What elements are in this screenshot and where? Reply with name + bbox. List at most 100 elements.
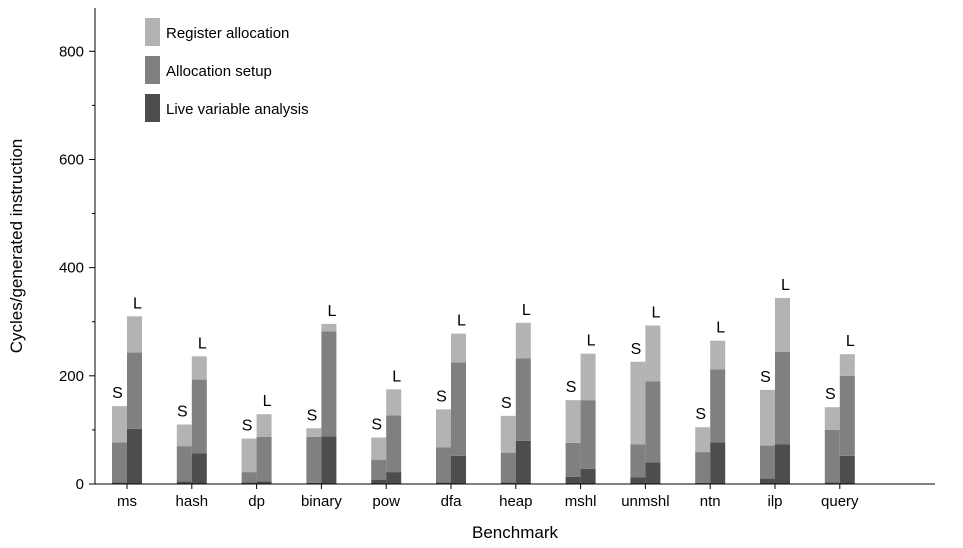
bar-ntn-L-register-allocation xyxy=(710,340,726,370)
bar-label-L: L xyxy=(716,320,725,337)
y-tick-label: 400 xyxy=(59,260,84,277)
bar-ilp-L-register-allocation xyxy=(775,297,790,353)
bar-unmshl-L-allocation-setup xyxy=(645,381,661,463)
bar-label-L: L xyxy=(392,368,401,385)
bar-query-L-allocation-setup xyxy=(839,375,855,456)
bar-pow-L-live-variable-analysis xyxy=(386,472,402,484)
bar-ms-S-allocation-setup xyxy=(112,442,127,483)
bar-pow-L-allocation-setup xyxy=(386,415,402,473)
bar-ms-S-register-allocation xyxy=(112,406,127,443)
bar-pow-S-allocation-setup xyxy=(371,459,387,480)
x-tick-label: ilp xyxy=(767,493,782,510)
bar-binary-S-allocation-setup xyxy=(306,436,322,483)
bar-mshl-S-register-allocation xyxy=(565,400,581,443)
bar-unmshl-S-register-allocation xyxy=(630,361,646,445)
bar-unmshl-S-allocation-setup xyxy=(630,444,646,478)
bar-dfa-S-allocation-setup xyxy=(436,447,451,483)
bar-unmshl-S-live-variable-analysis xyxy=(630,477,646,484)
y-ticks: 0 200 400 600 800 xyxy=(59,43,95,493)
bar-label-L: L xyxy=(651,305,660,322)
bar-ntn-S-allocation-setup xyxy=(695,452,711,483)
bar-hash-S-allocation-setup xyxy=(176,446,192,482)
bar-heap-S-allocation-setup xyxy=(500,452,516,483)
bar-heap-L-allocation-setup xyxy=(515,358,531,441)
x-tick-label: heap xyxy=(499,493,532,510)
bar-ntn-S-register-allocation xyxy=(695,427,711,453)
bar-query-L-register-allocation xyxy=(839,354,855,376)
bar-binary-S-register-allocation xyxy=(306,428,322,437)
bar-label-S: S xyxy=(436,388,447,405)
bar-unmshl-L-register-allocation xyxy=(645,325,661,382)
x-ticks: ms hash dp binary pow dfa heap mshl unmshl ntn ilp… xyxy=(117,484,859,510)
bar-mshl-S-live-variable-analysis xyxy=(565,476,581,484)
bar-hash-L-live-variable-analysis xyxy=(191,453,207,484)
x-tick-label: hash xyxy=(176,493,209,510)
bar-dfa-L-register-allocation xyxy=(451,333,466,363)
bar-ms-L-live-variable-analysis xyxy=(127,428,142,484)
bar-dp-L-live-variable-analysis xyxy=(256,481,272,484)
bar-heap-S-register-allocation xyxy=(500,415,516,453)
bar-binary-S-live-variable-analysis xyxy=(306,482,322,484)
y-tick-label: 600 xyxy=(59,151,84,168)
bar-dp-L-allocation-setup xyxy=(256,436,272,482)
legend-label: Live variable analysis xyxy=(166,101,309,118)
bar-binary-L-register-allocation xyxy=(321,323,337,332)
bar-label-S: S xyxy=(242,418,253,435)
x-tick-label: binary xyxy=(301,493,342,510)
bar-dp-L-register-allocation xyxy=(256,414,272,437)
x-tick-label: dfa xyxy=(441,493,463,510)
bar-dfa-S-live-variable-analysis xyxy=(436,482,451,484)
bar-ntn-L-allocation-setup xyxy=(710,369,726,443)
bar-mshl-L-live-variable-analysis xyxy=(580,468,596,484)
bar-ntn-L-live-variable-analysis xyxy=(710,442,726,484)
bar-dfa-L-allocation-setup xyxy=(451,362,466,456)
bar-label-S: S xyxy=(112,385,123,402)
axes xyxy=(94,8,935,485)
legend-label: Register allocation xyxy=(166,25,289,42)
bar-label-S: S xyxy=(566,379,577,396)
bar-label-S: S xyxy=(501,395,512,412)
x-tick-label: query xyxy=(821,493,859,510)
legend-swatch xyxy=(145,18,160,46)
legend: Register allocation Allocation setup Live … xyxy=(145,18,309,122)
y-tick-label: 800 xyxy=(59,43,84,60)
bar-mshl-L-register-allocation xyxy=(580,353,596,401)
x-tick-label: ms xyxy=(117,493,137,510)
bar-binary-L-allocation-setup xyxy=(321,331,337,437)
bar-pow-S-register-allocation xyxy=(371,437,387,460)
bar-query-S-register-allocation xyxy=(824,407,840,430)
y-tick-label: 200 xyxy=(59,368,84,385)
bar-dp-S-live-variable-analysis xyxy=(241,482,257,484)
bar-query-S-live-variable-analysis xyxy=(824,482,840,484)
bar-ilp-L-live-variable-analysis xyxy=(775,444,790,484)
x-tick-label: pow xyxy=(372,493,400,510)
bar-heap-L-register-allocation xyxy=(515,322,531,359)
bar-label-S: S xyxy=(760,369,771,386)
bar-hash-S-live-variable-analysis xyxy=(176,481,192,484)
y-axis-title: Cycles/generated instruction xyxy=(7,139,26,354)
bar-dp-S-allocation-setup xyxy=(241,472,257,483)
bar-label-L: L xyxy=(781,277,790,294)
legend-label: Allocation setup xyxy=(166,63,272,80)
bar-label-S: S xyxy=(695,406,706,423)
x-tick-label: mshl xyxy=(565,493,597,510)
bar-hash-L-allocation-setup xyxy=(191,379,207,454)
bar-ilp-S-register-allocation xyxy=(760,389,775,446)
bar-ilp-L-allocation-setup xyxy=(775,352,790,445)
bar-hash-S-register-allocation xyxy=(176,424,192,447)
bar-pow-S-live-variable-analysis xyxy=(371,479,387,484)
legend-swatch xyxy=(145,94,160,122)
bar-label-L: L xyxy=(522,302,531,319)
bar-label-L: L xyxy=(327,303,336,320)
bar-dp-S-register-allocation xyxy=(241,438,257,473)
bar-ntn-S-live-variable-analysis xyxy=(695,482,711,484)
bar-label-L: L xyxy=(587,333,596,350)
x-axis-title: Benchmark xyxy=(472,523,558,542)
bar-label-L: L xyxy=(133,295,142,312)
bar-mshl-S-allocation-setup xyxy=(565,442,581,477)
bar-label-S: S xyxy=(177,404,188,421)
bar-label-L: L xyxy=(846,333,855,350)
bar-label-S: S xyxy=(307,407,318,424)
